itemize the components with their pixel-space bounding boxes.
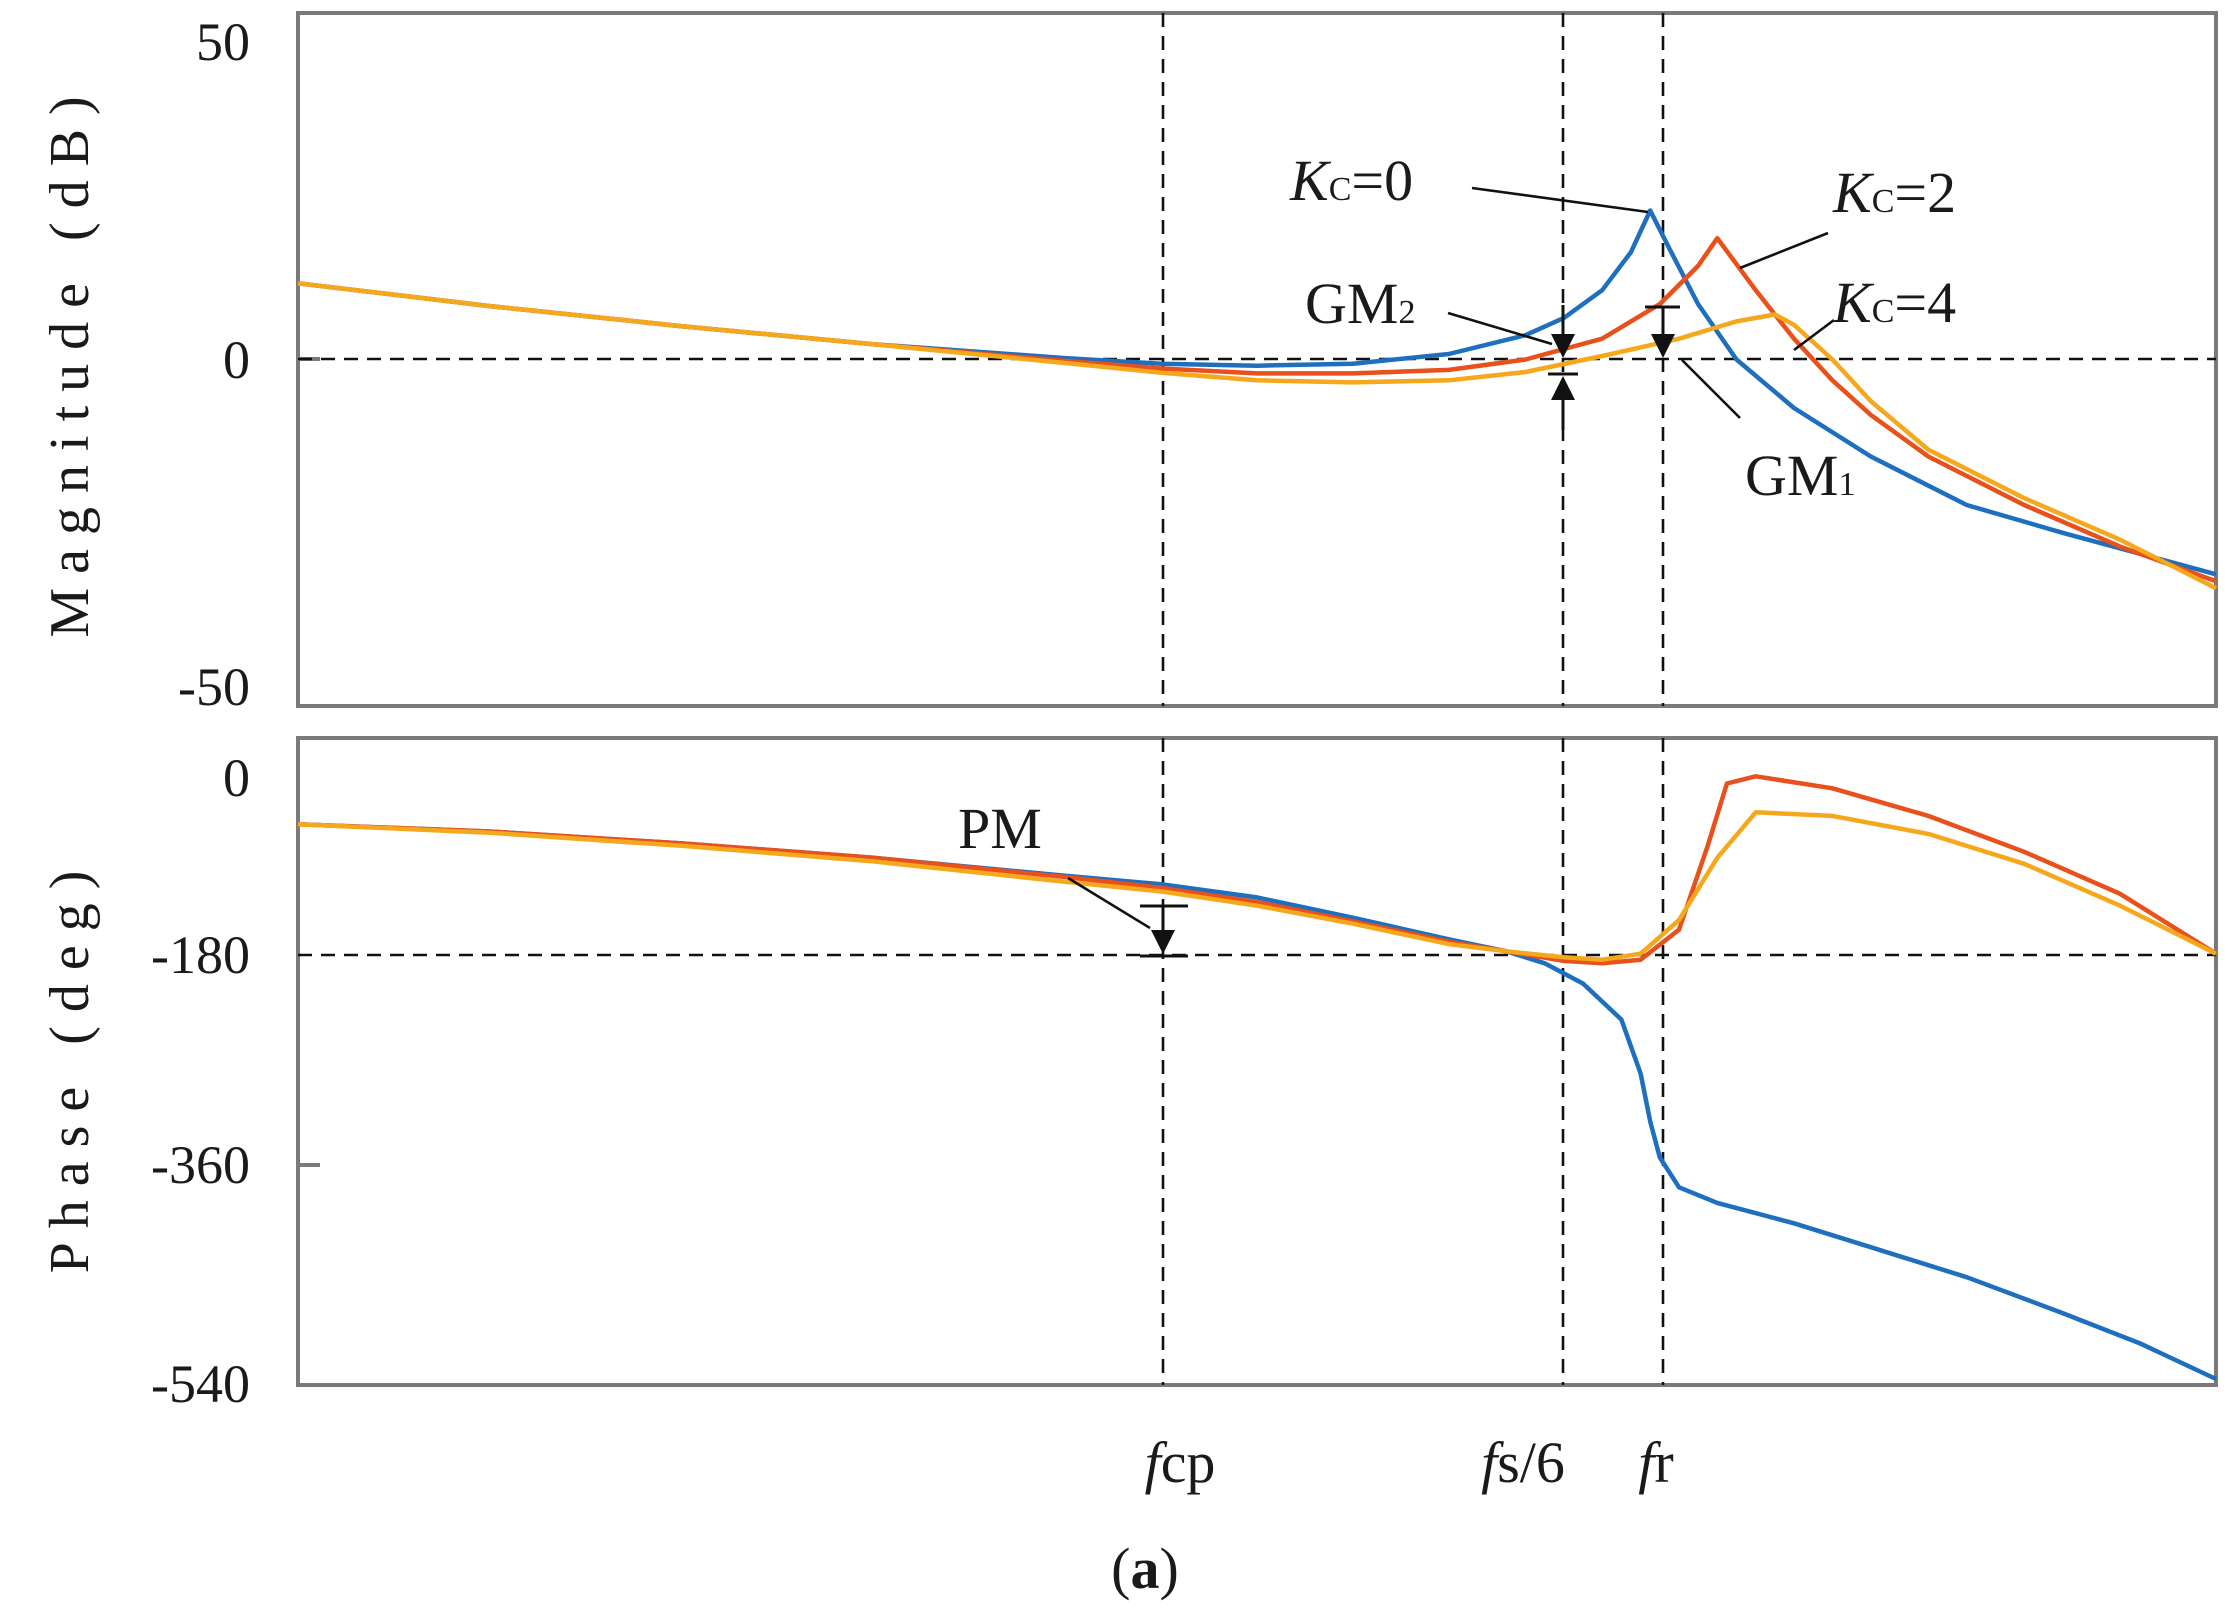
mag-ytick-0: 0 <box>223 330 250 390</box>
gm2-arrow-down-head <box>1551 334 1575 358</box>
pm-arrow-head <box>1151 930 1175 954</box>
kc0-label: KC=0 <box>1289 148 1413 213</box>
gm2-arrow-up-head <box>1551 376 1575 400</box>
phase-ytick-neg540: -540 <box>151 1354 250 1414</box>
magnitude-ylabel: Magnitude (dB) <box>39 82 101 637</box>
magnitude-series-kc4 <box>297 281 2218 591</box>
xtick-fr: fr <box>1638 1430 1673 1495</box>
mag-ytick-50: 50 <box>196 12 250 72</box>
phase-ytick-0: 0 <box>223 748 250 808</box>
figure-caption: (a) <box>1111 1536 1179 1601</box>
pm-leader <box>1067 876 1151 930</box>
gm1-arrow-head <box>1651 334 1675 358</box>
kc0-leader <box>1471 186 1649 214</box>
gm1-leader <box>1681 359 1741 419</box>
phase-series-kc2 <box>297 774 2218 966</box>
magnitude-series-kc0 <box>297 208 2217 577</box>
phase-series-kc4 <box>297 810 2218 962</box>
phase-frame <box>296 736 2218 1387</box>
kc4-leader <box>1793 318 1835 352</box>
phase-ytick-neg180: -180 <box>151 925 250 985</box>
xtick-fs6: fs/6 <box>1481 1430 1565 1495</box>
phase-ytick-neg360: -360 <box>151 1135 250 1195</box>
magnitude-series-group <box>297 208 2218 591</box>
kc2-leader <box>1739 231 1829 270</box>
mag-ytick-neg50: -50 <box>178 657 250 717</box>
xtick-fcp: fcp <box>1145 1430 1216 1495</box>
kc4-label: KC=4 <box>1832 270 1956 335</box>
gm1-label: GM1 <box>1745 443 1855 508</box>
kc2-label: KC=2 <box>1832 160 1956 225</box>
gm2-label: GM2 <box>1305 271 1415 336</box>
pm-label: PM <box>958 796 1042 861</box>
phase-ylabel: Phase (deg) <box>39 857 101 1274</box>
phase-series-group <box>297 774 2218 1382</box>
gm2-leader <box>1447 311 1553 346</box>
